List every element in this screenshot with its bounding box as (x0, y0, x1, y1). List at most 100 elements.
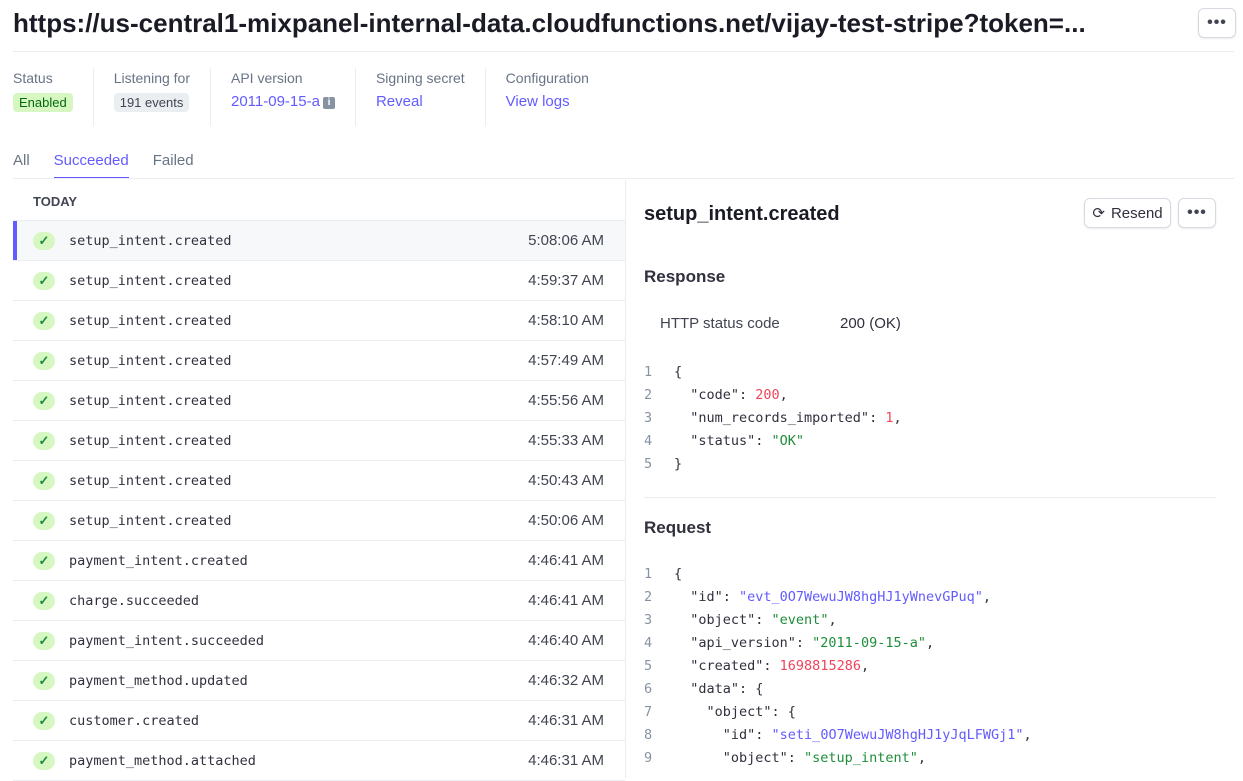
event-row[interactable]: ✓ payment_method.updated 4:46:32 AM (13, 661, 625, 701)
line-number: 4 (644, 433, 653, 449)
check-icon: ✓ (33, 551, 55, 570)
tab-failed[interactable]: Failed (152, 152, 194, 169)
check-icon: ✓ (33, 271, 55, 290)
event-time: 4:50:06 AM (528, 512, 604, 529)
events-count-badge[interactable]: 191 events (113, 93, 190, 112)
event-row[interactable]: ✓ payment_method.attached 4:46:31 AM (13, 741, 625, 781)
code-line: 2 "id": "evt_0O7WewuJW8hgHJ1yWnevGPuq", (644, 589, 1032, 612)
event-name: setup_intent.created (69, 272, 232, 289)
event-row[interactable]: ✓ setup_intent.created 4:50:43 AM (13, 461, 625, 501)
event-name: payment_method.updated (69, 672, 248, 689)
code-line: 6 "data": { (644, 681, 1032, 704)
event-row[interactable]: ✓ setup_intent.created 4:50:06 AM (13, 501, 625, 541)
code-token: "evt_0O7WewuJW8hgHJ1yWnevGPuq" (739, 589, 983, 605)
event-name: setup_intent.created (69, 352, 232, 369)
view-logs-link[interactable]: View logs (505, 93, 570, 110)
line-number: 2 (644, 387, 653, 403)
line-number: 5 (644, 456, 653, 472)
code-token: "object": { (674, 704, 796, 720)
code-token: "setup_intent" (804, 750, 918, 766)
code-line: 2 "code": 200, (644, 387, 902, 410)
line-number: 2 (644, 589, 653, 605)
code-token: "data": { (674, 681, 764, 697)
check-icon: ✓ (33, 231, 55, 250)
detail-more-button[interactable]: ••• (1178, 198, 1216, 228)
event-name: customer.created (69, 712, 200, 729)
event-row[interactable]: ✓ setup_intent.created 4:57:49 AM (13, 341, 625, 381)
code-line: 7 "object": { (644, 704, 1032, 727)
event-time: 5:08:06 AM (528, 232, 604, 249)
line-number: 1 (644, 364, 653, 380)
line-number: 3 (644, 612, 653, 628)
event-row[interactable]: ✓ setup_intent.created 4:55:33 AM (13, 421, 625, 461)
info-icon[interactable]: i (322, 97, 335, 109)
event-time: 4:46:40 AM (528, 632, 604, 649)
event-name: setup_intent.created (69, 432, 232, 449)
code-line: 1{ (644, 364, 902, 387)
code-line: 1{ (644, 566, 1032, 589)
event-time: 4:46:31 AM (528, 712, 604, 729)
response-heading: Response (644, 267, 726, 286)
check-icon: ✓ (33, 751, 55, 770)
resend-button[interactable]: ⟳ Resend (1084, 198, 1171, 228)
event-name: setup_intent.created (69, 312, 232, 329)
line-number: 1 (644, 566, 653, 582)
event-row[interactable]: ✓ setup_intent.created 4:59:37 AM (13, 261, 625, 301)
code-token: "id": (674, 727, 772, 743)
code-token: "code": (674, 387, 756, 403)
code-token: 200 (755, 387, 780, 403)
event-title: setup_intent.created (644, 203, 840, 225)
request-heading: Request (644, 518, 712, 537)
group-header: TODAY (13, 180, 625, 221)
code-token: "object": (674, 612, 772, 628)
more-options-button[interactable]: ••• (1198, 8, 1236, 38)
code-token: "seti_0O7WewuJW8hgHJ1yJqLFWGj1" (771, 727, 1024, 743)
event-row[interactable]: ✓ customer.created 4:46:31 AM (13, 701, 625, 741)
line-number: 5 (644, 658, 653, 674)
event-name: payment_method.attached (69, 752, 256, 769)
code-token: , (917, 750, 926, 766)
check-icon: ✓ (33, 431, 55, 450)
event-time: 4:57:49 AM (528, 352, 604, 369)
code-line: 4 "api_version": "2011-09-15-a", (644, 635, 1032, 658)
event-row[interactable]: ✓ payment_intent.created 4:46:41 AM (13, 541, 625, 581)
tab-all[interactable]: All (13, 152, 30, 169)
http-status-value: 200 (OK) (840, 315, 901, 332)
event-list: TODAY ✓ setup_intent.created 5:08:06 AM ✓ se… (13, 180, 625, 781)
code-token: } (674, 456, 683, 472)
code-token: , (982, 589, 992, 605)
refresh-icon: ⟳ (1092, 205, 1105, 222)
api-version-link[interactable]: 2011-09-15-a (231, 93, 320, 110)
event-time: 4:46:32 AM (528, 672, 604, 689)
event-row[interactable]: ✓ payment_intent.succeeded 4:46:40 AM (13, 621, 625, 661)
event-row[interactable]: ✓ charge.succeeded 4:46:41 AM (13, 581, 625, 621)
code-token: "object": (674, 750, 805, 766)
event-row[interactable]: ✓ setup_intent.created 4:55:56 AM (13, 381, 625, 421)
endpoint-url-title: https://us-central1-mixpanel-internal-da… (13, 8, 1086, 38)
event-time: 4:58:10 AM (528, 312, 604, 329)
event-row[interactable]: ✓ setup_intent.created 5:08:06 AM (13, 221, 625, 261)
code-line: 3 "object": "event", (644, 612, 1032, 635)
status-label: Status (13, 70, 53, 86)
check-icon: ✓ (33, 711, 55, 730)
code-token: { (674, 566, 683, 582)
reveal-secret-link[interactable]: Reveal (375, 93, 423, 110)
line-number: 3 (644, 410, 653, 426)
code-token: , (893, 410, 902, 426)
check-icon: ✓ (33, 311, 55, 330)
event-row[interactable]: ✓ setup_intent.created 4:58:10 AM (13, 301, 625, 341)
status-badge: Enabled (13, 93, 73, 112)
signing-secret-label: Signing secret (375, 70, 465, 86)
code-line: 3 "num_records_imported": 1, (644, 410, 902, 433)
line-number: 7 (644, 704, 653, 720)
tab-succeeded[interactable]: Succeeded (53, 152, 129, 179)
line-number: 6 (644, 681, 653, 697)
code-line: 5} (644, 456, 902, 479)
endpoint-meta: Status Enabled Listening for 191 events AP… (13, 68, 609, 126)
http-status-label: HTTP status code (660, 315, 780, 332)
event-name: payment_intent.created (69, 552, 248, 569)
event-time: 4:55:56 AM (528, 392, 604, 409)
event-time: 4:59:37 AM (528, 272, 604, 289)
event-name: charge.succeeded (69, 592, 200, 609)
check-icon: ✓ (33, 671, 55, 690)
